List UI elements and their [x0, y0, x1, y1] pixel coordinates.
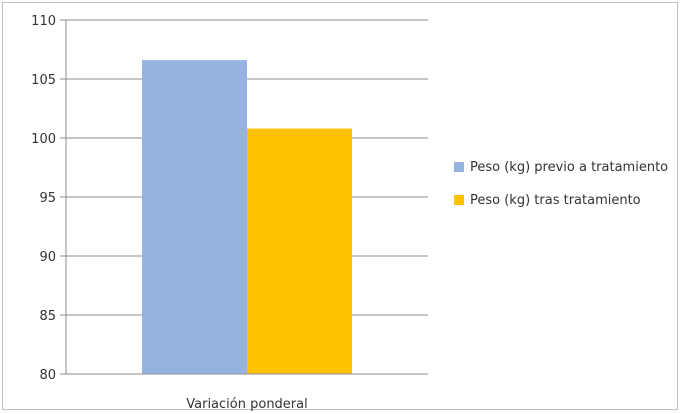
legend-item-post[interactable]: Peso (kg) tras tratamiento [454, 191, 680, 210]
bar-pre-treatment[interactable] [142, 60, 247, 375]
y-tick-label: 90 [39, 250, 56, 265]
legend: Peso (kg) previo a tratamiento Peso (kg)… [454, 158, 680, 224]
category-label: Variación ponderal [186, 397, 307, 412]
legend-swatch-pre [454, 162, 464, 172]
legend-swatch-post [454, 195, 464, 205]
y-tick-label: 105 [31, 73, 56, 88]
y-tick-label: 95 [39, 191, 56, 206]
y-tick-label: 80 [39, 368, 56, 383]
legend-item-pre[interactable]: Peso (kg) previo a tratamiento [454, 158, 680, 177]
y-axis-ticks: 80 85 90 95 100 105 110 [31, 14, 66, 383]
y-tick-label: 85 [39, 309, 56, 324]
legend-label-pre: Peso (kg) previo a tratamiento [470, 160, 669, 175]
y-tick-label: 110 [31, 14, 56, 29]
bars [142, 60, 352, 375]
bar-post-treatment[interactable] [247, 128, 352, 374]
legend-label-post: Peso (kg) tras tratamiento [470, 193, 641, 208]
y-tick-label: 100 [31, 132, 56, 147]
